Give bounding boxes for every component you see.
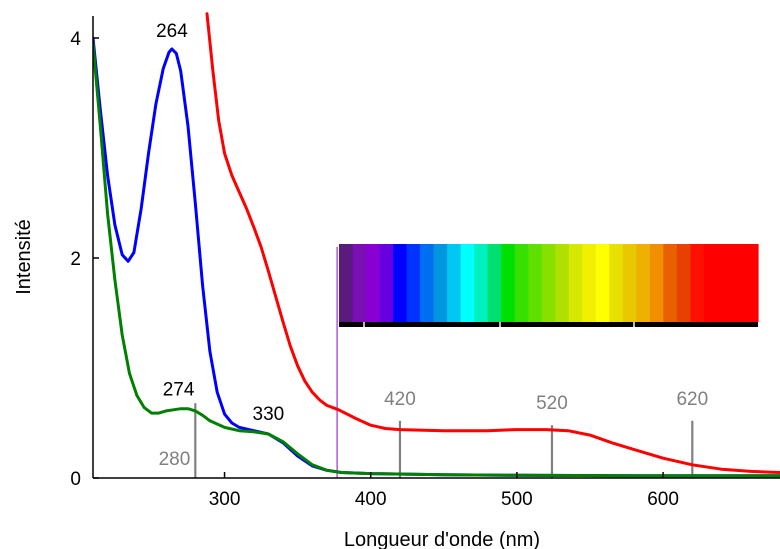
x-axis-title: Longueur d'onde (nm) bbox=[344, 529, 540, 549]
series-line-2 bbox=[205, 12, 780, 474]
series-line-1 bbox=[93, 42, 780, 478]
spectrum-band bbox=[541, 244, 556, 322]
spectrum-band bbox=[352, 244, 367, 322]
annotation-labels: 264 274 330 280 420 520 620 bbox=[156, 21, 708, 470]
peak-label-330: 330 bbox=[253, 404, 285, 425]
peak-label-264: 264 bbox=[156, 21, 188, 42]
marker-label-420: 420 bbox=[384, 389, 416, 410]
series-lines bbox=[93, 12, 780, 478]
spectrum-band bbox=[690, 244, 705, 322]
y-tick-label: 4 bbox=[70, 29, 81, 50]
spectrum-band bbox=[676, 244, 692, 322]
spectrum-band bbox=[487, 244, 502, 322]
x-tick-label: 400 bbox=[355, 489, 387, 510]
y-axis-title: Intensité bbox=[13, 219, 35, 295]
spectrum-band bbox=[555, 244, 570, 322]
y-tick-label: 0 bbox=[70, 469, 81, 490]
spectrum-band bbox=[447, 244, 462, 322]
spectrum-band bbox=[420, 244, 435, 322]
spectrum-band bbox=[649, 244, 664, 322]
spectrum-band bbox=[366, 244, 381, 322]
spectrum-band bbox=[474, 244, 489, 322]
ticks: 300 400 500 600 0 2 4 bbox=[70, 29, 678, 510]
x-tick-label: 600 bbox=[647, 489, 679, 510]
x-tick-label: 300 bbox=[209, 489, 241, 510]
spectrum-band bbox=[622, 244, 637, 322]
spectrum-band bbox=[433, 244, 448, 322]
spectrum-band bbox=[703, 244, 719, 322]
spectrum-band bbox=[663, 244, 678, 322]
spectrum-band bbox=[339, 244, 354, 322]
spectrum-band bbox=[568, 244, 583, 322]
spectrum-band bbox=[582, 244, 597, 322]
spectrum-band bbox=[609, 244, 624, 322]
spectrum-baseline bbox=[339, 322, 758, 327]
spectrum-band bbox=[406, 244, 421, 322]
spectrum-band bbox=[528, 244, 543, 322]
y-tick-label: 2 bbox=[70, 249, 81, 270]
marker-label-620: 620 bbox=[676, 389, 708, 410]
spectrum-strip bbox=[339, 244, 759, 327]
peak-label-274: 274 bbox=[163, 380, 195, 401]
spectrum-band bbox=[717, 244, 732, 322]
marker-label-520: 520 bbox=[536, 393, 568, 414]
spectrum-band bbox=[393, 244, 408, 322]
axes bbox=[92, 16, 780, 479]
spectrum-band bbox=[744, 244, 759, 322]
spectrum-band bbox=[501, 244, 516, 322]
marker-label-280: 280 bbox=[159, 449, 191, 470]
spectrum-band bbox=[460, 244, 475, 322]
spectrum-band bbox=[514, 244, 529, 322]
spectrum-band bbox=[595, 244, 610, 322]
spectrum-band bbox=[636, 244, 651, 322]
x-tick-label: 500 bbox=[501, 489, 533, 510]
spectrum-band bbox=[379, 244, 394, 322]
spectrum-band bbox=[730, 244, 746, 322]
